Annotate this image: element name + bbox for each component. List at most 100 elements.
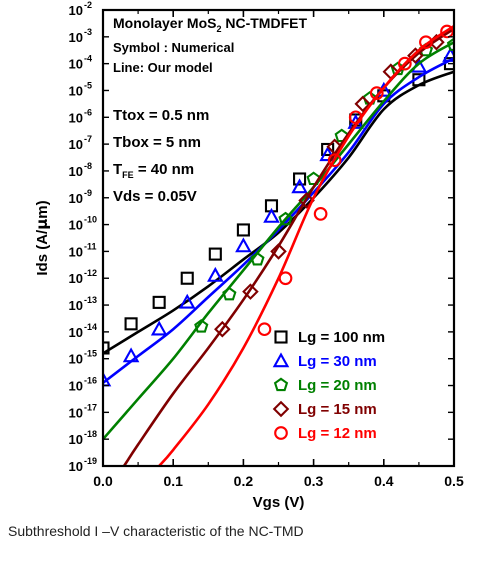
line-note: Line: Our model [113, 60, 213, 75]
legend-item: Lg = 12 nm [274, 425, 377, 442]
y-tick-exponent: -2 [84, 0, 92, 10]
y-tick-label: 10 [69, 3, 83, 18]
data-point [293, 172, 307, 186]
legend-label: Lg = 20 nm [298, 377, 377, 394]
y-axis-label: Ids (A/μm) [33, 200, 51, 275]
data-point [250, 251, 265, 266]
series-1 [103, 46, 454, 387]
x-axis-label: Vgs (V) [253, 494, 305, 511]
x-tick-label: 0.3 [304, 473, 324, 489]
legend-marker [273, 377, 289, 392]
series-line [103, 41, 454, 441]
data-point [208, 247, 222, 261]
data-point [194, 319, 209, 333]
y-tick-label: 10 [69, 218, 83, 233]
legend-item: Lg = 100 nm [274, 329, 385, 346]
y-tick-label: 10 [69, 57, 83, 72]
x-tick-label: 0.4 [374, 473, 394, 489]
legend-marker [274, 330, 288, 344]
data-point [235, 237, 252, 253]
legend-item: Lg = 20 nm [273, 377, 377, 394]
legend-marker [274, 426, 288, 440]
data-point [348, 110, 363, 125]
y-tick-label: 10 [69, 83, 83, 98]
y-tick-exponent: -8 [84, 161, 92, 171]
y-label-post: m) [34, 200, 51, 218]
y-tick-exponent: -3 [84, 27, 92, 37]
data-point [257, 322, 272, 337]
legend-label: Lg = 100 nm [298, 329, 385, 346]
y-tick-label: 10 [69, 432, 83, 447]
data-point [354, 95, 372, 113]
data-point [122, 347, 140, 363]
y-tick-label: 10 [69, 191, 83, 206]
data-point [178, 293, 196, 309]
plot-frame [101, 8, 456, 468]
y-tick-exponent: -19 [84, 456, 97, 466]
legend-marker [272, 400, 290, 418]
y-tick-exponent: -17 [84, 402, 97, 412]
series-4 [158, 24, 454, 466]
y-tick-label: 10 [69, 379, 83, 394]
y-label-pre: Ids (A/ [34, 229, 51, 276]
data-point [207, 266, 224, 282]
data-point [446, 37, 454, 51]
y-tick-label: 10 [69, 352, 83, 367]
y-tick-label: 10 [69, 244, 83, 259]
data-point [103, 341, 110, 355]
data-point [407, 47, 424, 64]
data-point [150, 320, 168, 336]
y-tick-exponent: -9 [84, 188, 92, 198]
param-tfe-main: T [113, 161, 122, 178]
series-line [103, 57, 454, 384]
y-tick-label: 10 [69, 271, 83, 286]
data-point [321, 142, 335, 157]
data-point [124, 317, 138, 331]
legend-label: Lg = 12 nm [298, 425, 377, 442]
data-point [214, 320, 231, 338]
x-tick-label: 0.0 [93, 473, 113, 489]
x-tick-label: 0.5 [444, 473, 464, 489]
legend-item: Lg = 30 nm [272, 352, 377, 370]
y-tick-exponent: -16 [84, 376, 97, 386]
param-tfe-sub: FE [122, 170, 134, 180]
legend-label: Lg = 15 nm [298, 401, 377, 418]
y-tick-label: 10 [69, 110, 83, 125]
data-point [222, 286, 237, 301]
data-point [180, 271, 194, 285]
param-vds: Vds = 0.05V [113, 188, 197, 205]
chart-title: Monolayer MoS2 NC-TMDFET [113, 15, 307, 34]
legend: Lg = 100 nm Lg = 30 nm Lg = 20 nm Lg = 15 n… [272, 329, 385, 442]
y-tick-label: 10 [69, 325, 83, 340]
y-tick-exponent: -4 [84, 54, 92, 64]
y-tick-exponent: -14 [84, 322, 97, 332]
series-line [103, 70, 454, 355]
chart: 0.0 0.1 0.2 0.3 0.4 0.510-1910-1810-1710-1610… [33, 0, 464, 511]
param-ttox: Ttox = 0.5 nm [113, 107, 209, 124]
data-point [291, 178, 308, 194]
legend-item: Lg = 15 nm [272, 400, 377, 418]
legend-marker [272, 352, 290, 368]
data-point [236, 223, 250, 237]
y-tick-label: 10 [69, 30, 83, 45]
param-tbox: Tbox = 5 nm [113, 134, 201, 151]
data-point [103, 371, 112, 387]
y-tick-label: 10 [69, 459, 83, 474]
x-tick-label: 0.2 [234, 473, 254, 489]
series-2 [103, 37, 454, 441]
data-point [334, 128, 349, 143]
data-point [398, 56, 412, 71]
y-tick-label: 10 [69, 298, 83, 313]
data-point [313, 207, 328, 221]
y-label-mu: μ [33, 219, 51, 230]
legend-label: Lg = 30 nm [298, 353, 377, 370]
data-point [306, 171, 321, 186]
param-tfe: TFE = 40 nm [113, 161, 194, 180]
y-tick-exponent: -18 [84, 429, 97, 439]
data-point [298, 192, 315, 209]
y-tick-label: 10 [69, 405, 83, 420]
symbol-note: Symbol : Numerical [113, 40, 234, 55]
y-tick-label: 10 [69, 137, 83, 152]
y-tick-exponent: -15 [84, 349, 97, 359]
data-point [327, 153, 342, 168]
